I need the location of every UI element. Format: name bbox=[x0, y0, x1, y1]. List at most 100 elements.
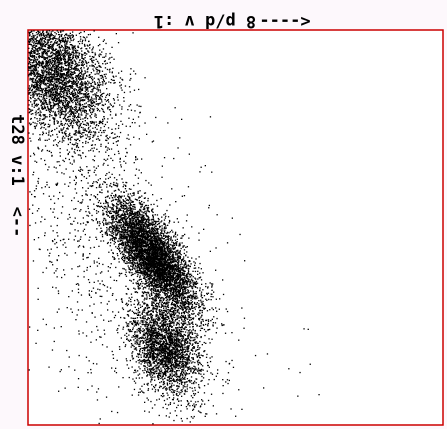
scatter-point bbox=[52, 93, 54, 95]
scatter-point bbox=[62, 56, 65, 58]
scatter-point bbox=[116, 247, 119, 249]
scatter-point bbox=[134, 216, 136, 219]
scatter-point bbox=[81, 81, 83, 83]
scatter-point bbox=[46, 53, 48, 56]
scatter-point bbox=[65, 85, 67, 87]
scatter-point bbox=[131, 263, 133, 265]
scatter-point bbox=[77, 75, 79, 77]
scatter-point bbox=[74, 138, 76, 141]
scatter-point bbox=[41, 42, 43, 44]
scatter-point bbox=[53, 140, 55, 142]
scatter-point bbox=[166, 256, 168, 258]
scatter-point bbox=[82, 96, 84, 99]
scatter-point bbox=[41, 82, 43, 84]
scatter-point bbox=[65, 53, 67, 55]
scatter-point bbox=[29, 58, 31, 60]
scatter-point bbox=[166, 253, 168, 255]
scatter-point bbox=[60, 109, 62, 111]
scatter-point bbox=[107, 138, 110, 140]
scatter-point bbox=[96, 198, 99, 200]
scatter-point bbox=[68, 57, 71, 59]
scatter-point bbox=[54, 103, 56, 105]
scatter-point bbox=[70, 61, 72, 63]
scatter-point bbox=[66, 43, 68, 45]
scatter-point bbox=[136, 217, 138, 219]
scatter-point bbox=[33, 86, 35, 88]
scatter-point bbox=[55, 51, 57, 53]
scatter-point bbox=[111, 46, 113, 48]
scatter-point bbox=[58, 125, 60, 127]
scatter-point bbox=[91, 147, 93, 150]
scatter-point bbox=[78, 169, 80, 171]
scatter-point bbox=[107, 127, 110, 129]
scatter-point bbox=[47, 47, 49, 50]
scatter-point bbox=[56, 58, 58, 60]
scatter-point bbox=[61, 123, 63, 125]
scatter-point bbox=[52, 73, 54, 76]
scatter-point bbox=[108, 94, 110, 97]
scatter-point bbox=[57, 38, 59, 40]
scatter-point bbox=[74, 50, 77, 52]
scatter-point bbox=[62, 80, 64, 82]
scatter-point bbox=[52, 97, 54, 100]
scatter-point bbox=[79, 103, 81, 105]
scatter-point bbox=[52, 81, 54, 83]
scatter-point bbox=[65, 47, 67, 49]
scatter-point bbox=[63, 59, 65, 61]
scatter-point bbox=[79, 99, 81, 101]
scatter-point bbox=[117, 140, 119, 142]
scatter-point bbox=[56, 77, 58, 80]
scatter-point bbox=[108, 69, 111, 71]
scatter-point bbox=[72, 79, 75, 82]
scatter-point bbox=[70, 64, 73, 67]
scatter-point bbox=[82, 104, 84, 106]
scatter-point bbox=[158, 304, 160, 306]
scatter-point bbox=[32, 33, 34, 35]
scatter-point bbox=[211, 289, 213, 291]
scatter-point bbox=[175, 286, 177, 289]
scatter-point bbox=[49, 81, 51, 84]
scatter-point bbox=[40, 115, 42, 117]
scatter-point bbox=[35, 125, 38, 127]
scatter-point bbox=[71, 45, 73, 47]
scatter-point bbox=[88, 99, 90, 101]
scatter-point bbox=[64, 63, 66, 65]
scatter-point bbox=[57, 53, 60, 55]
scatter-point bbox=[63, 117, 65, 120]
scatter-point bbox=[35, 49, 37, 51]
scatter-point bbox=[85, 124, 87, 126]
scatter-point bbox=[70, 100, 72, 102]
scatter-point bbox=[71, 120, 73, 123]
scatter-point bbox=[44, 49, 47, 51]
scatter-point bbox=[41, 107, 43, 109]
scatter-point bbox=[35, 68, 38, 70]
scatter-point bbox=[88, 131, 90, 134]
scatter-point bbox=[189, 282, 191, 285]
scatter-point bbox=[43, 124, 46, 126]
scatter-point bbox=[41, 34, 43, 36]
scatter-point bbox=[66, 100, 68, 102]
scatter-point bbox=[42, 98, 44, 100]
scatter-point bbox=[51, 129, 53, 132]
scatter-point bbox=[80, 88, 83, 91]
scatter-point bbox=[56, 88, 58, 91]
scatter-point bbox=[161, 275, 163, 277]
scatter-point bbox=[87, 61, 90, 64]
scatter-point bbox=[114, 231, 117, 233]
scatter-point bbox=[44, 87, 46, 89]
scatter-point bbox=[131, 234, 134, 236]
scatter-point bbox=[82, 129, 84, 131]
scatter-point bbox=[39, 119, 41, 121]
scatter-point bbox=[92, 102, 94, 104]
scatter-point bbox=[100, 98, 102, 100]
scatter-point bbox=[53, 86, 55, 88]
scatter-point bbox=[34, 68, 36, 70]
scatter-point bbox=[138, 210, 140, 212]
scatter-point bbox=[50, 105, 52, 107]
scatter-point bbox=[150, 265, 152, 267]
scatter-point bbox=[159, 294, 161, 296]
scatter-point bbox=[102, 63, 104, 65]
scatter-point bbox=[171, 281, 173, 283]
scatter-point bbox=[77, 101, 79, 104]
